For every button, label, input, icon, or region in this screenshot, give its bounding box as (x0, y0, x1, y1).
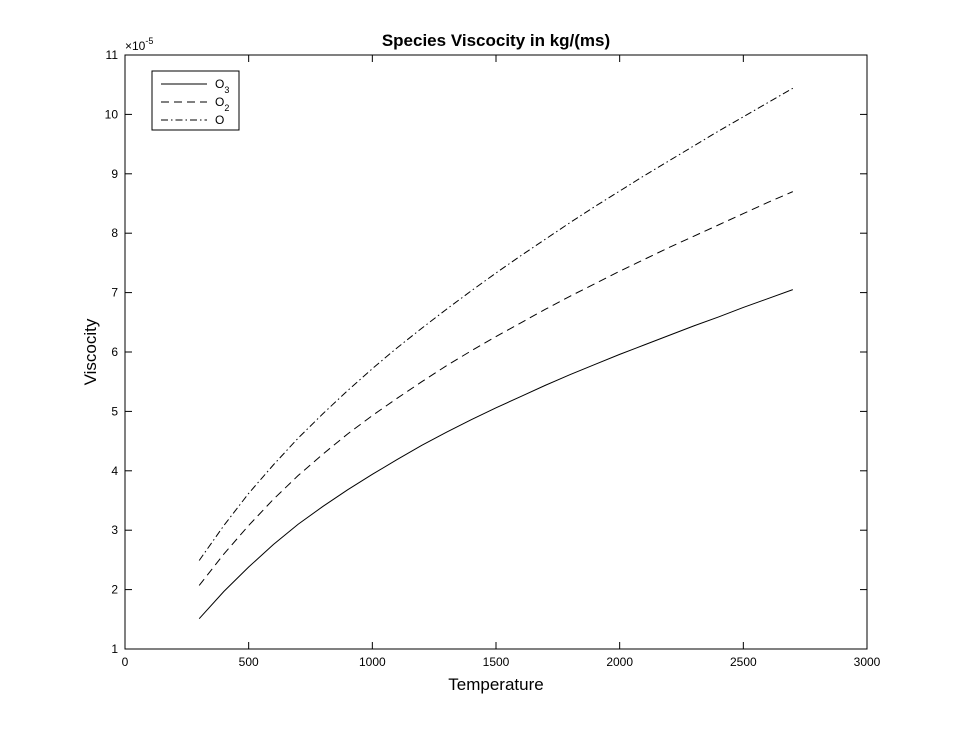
chart-title: Species Viscocity in kg/(ms) (382, 31, 610, 50)
legend-label-base: O (215, 113, 224, 127)
legend-box (151, 70, 240, 131)
legend-label-base: O (215, 95, 224, 109)
y-tick-label: 3 (111, 523, 118, 537)
y-exponent-base: ×10 (125, 39, 146, 53)
x-tick-label: 1500 (483, 655, 510, 669)
legend-label-subscript: 3 (224, 85, 229, 95)
series-lines (198, 87, 794, 620)
y-tick-label: 4 (111, 464, 118, 478)
legend-label-base: O (215, 77, 224, 91)
y-tick-label: 6 (111, 345, 118, 359)
legend-label: O3 (215, 77, 229, 95)
x-axis: 0 500 1000 1500 2000 2500 3000 (122, 55, 881, 669)
x-tick-label: 2500 (730, 655, 757, 669)
y-tick-label: 7 (111, 286, 118, 300)
x-tick-label: 1000 (359, 655, 386, 669)
y-tick-label: 2 (111, 583, 118, 597)
x-tick-label: 3000 (854, 655, 881, 669)
y-tick-label: 9 (111, 167, 118, 181)
legend-label: O (215, 113, 224, 127)
legend-label: O2 (215, 95, 229, 113)
x-tick-label: 2000 (606, 655, 633, 669)
y-exponent-label: ×10-5 (125, 36, 153, 53)
x-axis-label: Temperature (448, 675, 543, 694)
series-line-0 (198, 289, 793, 620)
x-tick-label: 0 (122, 655, 129, 669)
plot-area (124, 54, 868, 650)
y-tick-label: 1 (111, 642, 118, 656)
series-line-1 (198, 191, 793, 586)
y-tick-label: 10 (105, 107, 119, 121)
y-tick-label: 5 (111, 404, 118, 418)
x-tick-label: 500 (239, 655, 259, 669)
axes-box (124, 54, 868, 650)
y-exponent-power: -5 (145, 36, 153, 46)
y-axis-label: Viscocity (81, 318, 100, 385)
y-tick-label: 8 (111, 226, 118, 240)
legend-label-subscript: 2 (224, 103, 229, 113)
y-axis: 1 2 3 4 5 6 7 8 9 10 11 (105, 48, 867, 656)
y-tick-label: 11 (106, 48, 119, 62)
